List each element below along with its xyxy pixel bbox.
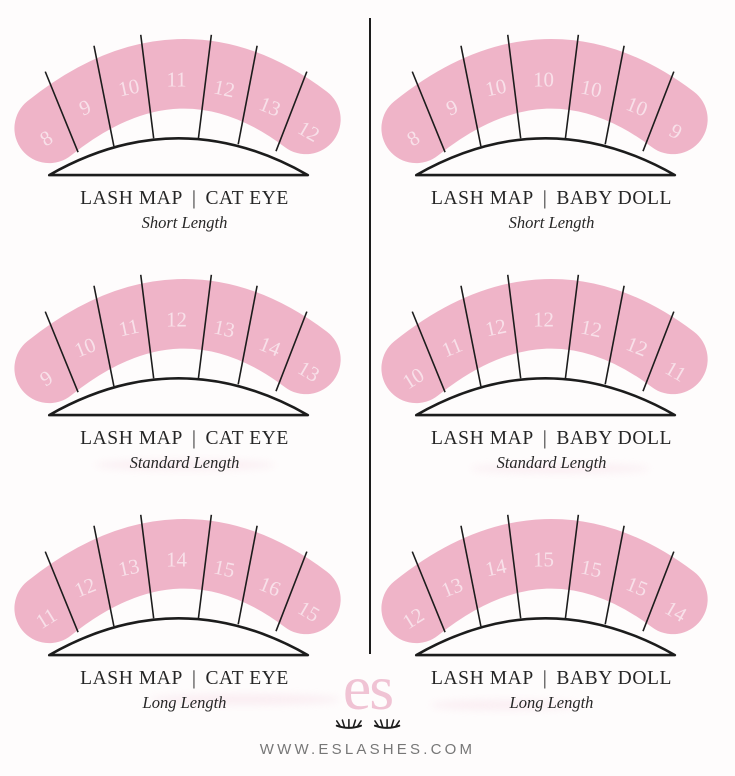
lash-map-cat-eye-long: 11 12 13 14 15 16 15 LASH MAP | CAT EYE Lo… xyxy=(1,482,368,715)
map-subtitle: Short Length xyxy=(508,213,595,232)
length-number: 10 xyxy=(579,75,604,103)
closed-eye-outline xyxy=(414,617,677,657)
length-number: 11 xyxy=(166,68,186,92)
map-title-prefix: LASH MAP xyxy=(80,668,183,689)
map-title: LASH MAP | BABY DOLL xyxy=(368,666,735,691)
lash-map-diagram: 8 9 10 11 12 13 12 xyxy=(14,34,341,177)
map-title-prefix: LASH MAP xyxy=(80,188,183,209)
length-number: 15 xyxy=(579,555,604,583)
length-number: 15 xyxy=(212,555,237,583)
title-separator: | xyxy=(542,668,548,689)
length-number: 12 xyxy=(212,75,237,103)
lash-pad-shape xyxy=(381,39,708,164)
map-subtitle: Long Length xyxy=(509,693,594,712)
lash-map-cat-eye-short: 8 9 10 11 12 13 12 LASH MAP | CAT EYE Shor… xyxy=(1,2,368,235)
lash-map-diagram: 9 10 11 12 13 14 13 xyxy=(14,274,341,417)
map-subtitle: Long Length xyxy=(142,693,227,712)
closed-eyes-icon xyxy=(335,718,400,729)
map-title: LASH MAP | BABY DOLL xyxy=(368,426,735,451)
website-url: WWW.ESLASHES.COM xyxy=(259,741,476,758)
map-title: LASH MAP | BABY DOLL xyxy=(368,186,735,211)
lash-map-diagram: 11 12 13 14 15 16 15 xyxy=(14,514,341,657)
map-subtitle: Standard Length xyxy=(129,453,240,472)
title-separator: | xyxy=(191,188,197,209)
closed-eye-right-icon xyxy=(373,718,400,729)
closed-eye-left-icon xyxy=(335,718,362,729)
map-style-name: BABY DOLL xyxy=(556,428,673,449)
lash-section-lines xyxy=(411,274,675,393)
length-number: 12 xyxy=(166,308,187,332)
lash-pad-shape xyxy=(14,519,341,644)
lash-section-lines xyxy=(44,274,308,393)
brand-logo: es xyxy=(342,652,394,723)
length-number: 11 xyxy=(116,314,141,342)
lash-map-baby-doll-standard: 10 11 12 12 12 12 11 LASH MAP | BABY DOLL … xyxy=(368,242,735,475)
map-style-name: BABY DOLL xyxy=(556,188,673,209)
length-number: 12 xyxy=(533,308,554,332)
lash-map-diagram: 10 11 12 12 12 12 11 xyxy=(381,274,708,417)
lash-pad-shape xyxy=(14,39,341,164)
closed-eye-outline xyxy=(47,137,310,177)
lash-map-diagram: 12 13 14 15 15 15 14 xyxy=(381,514,708,657)
lash-map-cat-eye-standard: 9 10 11 12 13 14 13 LASH MAP | CAT EYE Sta… xyxy=(1,242,368,475)
length-number: 10 xyxy=(483,74,508,102)
title-separator: | xyxy=(542,428,548,449)
closed-eye-outline xyxy=(414,377,677,417)
map-subtitle: Short Length xyxy=(141,213,228,232)
column-divider-line xyxy=(369,18,371,654)
title-separator: | xyxy=(542,188,548,209)
lash-section-lines xyxy=(44,514,308,633)
map-title: LASH MAP | CAT EYE xyxy=(1,426,368,451)
lash-map-baby-doll-short: 8 9 10 10 10 10 9 LASH MAP | BABY DOLL Sho… xyxy=(368,2,735,235)
map-title-prefix: LASH MAP xyxy=(430,428,534,449)
lash-pad-shape xyxy=(14,279,341,404)
map-title-prefix: LASH MAP xyxy=(430,188,534,209)
lash-map-diagram: 8 9 10 10 10 10 9 xyxy=(381,34,708,177)
length-number: 13 xyxy=(212,315,237,343)
closed-eye-outline xyxy=(414,137,677,177)
map-title: LASH MAP | CAT EYE xyxy=(1,186,368,211)
length-number: 14 xyxy=(166,548,187,572)
length-number: 10 xyxy=(116,74,141,102)
map-style-name: CAT EYE xyxy=(205,668,289,689)
title-separator: | xyxy=(191,428,197,449)
footer: es WWW.ESLASHES.COM xyxy=(0,652,735,759)
length-number: 10 xyxy=(533,68,554,92)
map-title: LASH MAP | CAT EYE xyxy=(1,666,368,691)
length-number: 15 xyxy=(533,548,554,572)
map-title-prefix: LASH MAP xyxy=(430,668,534,689)
title-separator: | xyxy=(191,668,197,689)
map-title-prefix: LASH MAP xyxy=(80,428,183,449)
lash-section-lines xyxy=(411,514,675,633)
lash-pad-shape xyxy=(381,519,708,644)
lash-map-baby-doll-long: 12 13 14 15 15 15 14 LASH MAP | BABY DOLL … xyxy=(368,482,735,715)
lash-section-lines xyxy=(411,34,675,153)
lash-pad-shape xyxy=(381,279,708,404)
map-style-name: CAT EYE xyxy=(205,428,289,449)
map-style-name: CAT EYE xyxy=(205,188,289,209)
map-style-name: BABY DOLL xyxy=(556,668,673,689)
length-number: 12 xyxy=(579,315,604,343)
map-subtitle: Standard Length xyxy=(496,453,607,472)
closed-eye-outline xyxy=(47,617,310,657)
length-number: 12 xyxy=(483,314,508,342)
length-number: 13 xyxy=(116,554,141,582)
lash-section-lines xyxy=(44,34,308,153)
closed-eye-outline xyxy=(47,377,310,417)
